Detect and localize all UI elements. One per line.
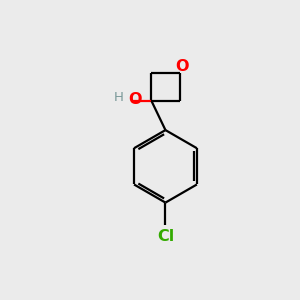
Text: Cl: Cl (157, 229, 174, 244)
Text: O: O (128, 92, 142, 107)
Text: H: H (113, 91, 123, 103)
Text: O: O (175, 59, 189, 74)
